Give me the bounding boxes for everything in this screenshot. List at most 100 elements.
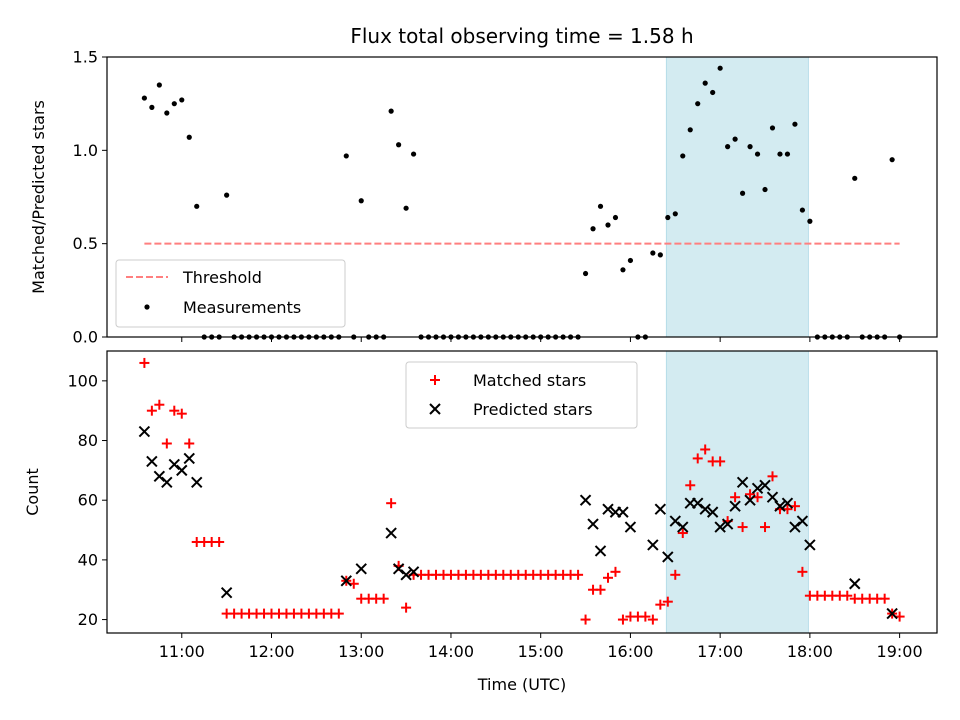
y-tick-label: 1.0 [73, 141, 98, 160]
predicted-star-point [781, 497, 794, 509]
legend-x-marker [429, 403, 441, 415]
x-marker-b [744, 494, 756, 506]
measurement-point [665, 214, 671, 221]
measurement-point [687, 127, 693, 133]
measurement-point [650, 250, 656, 256]
legend-box [405, 361, 638, 429]
predicted-star-point [183, 452, 195, 465]
bottom-legend: Matched stars Predicted stars [405, 361, 638, 429]
predicted-star-point [220, 587, 233, 599]
matched-star-point [573, 569, 584, 580]
predicted-star-point [176, 464, 188, 477]
matched-star-point [161, 438, 172, 449]
x-marker-b [796, 515, 809, 527]
x-marker-b [168, 458, 181, 471]
predicted-star-point [751, 482, 764, 494]
measurement-point [156, 82, 162, 88]
x-marker-b [355, 563, 367, 575]
matched-star-point [767, 471, 778, 482]
measurement-point [769, 125, 776, 131]
x-marker-b [774, 500, 786, 512]
highlight-span [665, 350, 809, 634]
measurement-point [672, 211, 678, 217]
predicted-star-point [766, 491, 779, 503]
x-marker-b [153, 470, 166, 483]
x-axis-label: Time (UTC) [477, 675, 566, 694]
matched-star-point [378, 593, 389, 604]
measurement-point [807, 218, 813, 224]
x-tick-label: 15:00 [518, 642, 564, 661]
legend-predicted-swatch [429, 403, 441, 415]
matched-star-point [617, 614, 628, 625]
chart-title: Flux total observing time = 1.58 h [350, 24, 693, 48]
matched-star-point [670, 569, 681, 580]
x-marker-b [759, 479, 771, 491]
x-tick-label: 12:00 [248, 642, 294, 661]
measurement-point [194, 203, 200, 209]
predicted-star-point [146, 455, 158, 468]
x-marker-b [751, 482, 764, 494]
legend-matched-swatch [430, 375, 440, 385]
x-marker-b [602, 503, 614, 515]
x-marker-b [429, 403, 441, 415]
measurement-point [149, 104, 155, 110]
measurement-point [762, 186, 768, 193]
matched-star-point [745, 489, 756, 500]
matched-star-point [139, 357, 150, 368]
matched-star-point [692, 453, 703, 464]
bottom-y-axis-label: Count [23, 468, 42, 516]
matched-star-point [842, 590, 853, 601]
x-marker-b [692, 497, 704, 509]
measurement-point [627, 257, 634, 264]
x-tick-label: 11:00 [159, 642, 205, 661]
x-marker-b [176, 464, 188, 477]
measurement-points [141, 65, 903, 340]
predicted-star-point [729, 500, 741, 512]
matched-star-point [580, 614, 591, 625]
predicted-star-point [736, 476, 749, 489]
x-marker-b [161, 476, 173, 489]
x-marker-b [579, 494, 592, 506]
matched-star-point [595, 584, 606, 595]
predicted-star-point [662, 551, 674, 563]
predicted-star-point [654, 503, 667, 515]
measurement-point [889, 157, 895, 163]
legend-box [115, 259, 346, 328]
predicted-star-point [849, 578, 861, 590]
predicted-star-point [385, 527, 397, 539]
measurement-point [702, 80, 708, 86]
measurement-point [695, 101, 701, 107]
matched-star-point [602, 572, 613, 583]
matched-star-point [610, 566, 621, 577]
legend-measurements-swatch [144, 304, 150, 310]
y-tick-label: 20 [78, 610, 98, 629]
x-marker-b [662, 551, 674, 563]
x-marker-b [624, 521, 637, 533]
measurement-point [396, 142, 402, 148]
y-tick-label: 0.5 [73, 234, 98, 253]
predicted-star-point [602, 503, 614, 515]
x-marker-b [400, 569, 412, 581]
matched-star-point [685, 480, 696, 491]
legend-threshold-label: Threshold [182, 268, 262, 287]
top-panel: 0.0 0.5 1.0 1.5 Matched/Predicted stars Thr… [29, 48, 938, 347]
matched-star-point [640, 611, 651, 622]
measurement-point [620, 267, 626, 273]
x-tick-label: 19:00 [877, 642, 923, 661]
matched-star-point [879, 593, 890, 604]
matched-star-point [797, 566, 808, 577]
matched-star-point [386, 498, 397, 509]
measurement-point [590, 226, 596, 232]
predicted-star-point [355, 563, 367, 575]
measurement-point [605, 222, 611, 228]
x-marker-b [654, 503, 667, 515]
predicted-star-point [138, 425, 151, 438]
predicted-star-point [669, 515, 681, 527]
matched-star-point [214, 536, 225, 547]
measurement-point [141, 95, 147, 101]
top-y-ticks: 0.0 0.5 1.0 1.5 [73, 48, 107, 347]
matched-star-point [176, 408, 187, 419]
measurement-point [747, 144, 753, 150]
predicted-star-point [804, 539, 816, 551]
measurement-point [754, 151, 761, 157]
